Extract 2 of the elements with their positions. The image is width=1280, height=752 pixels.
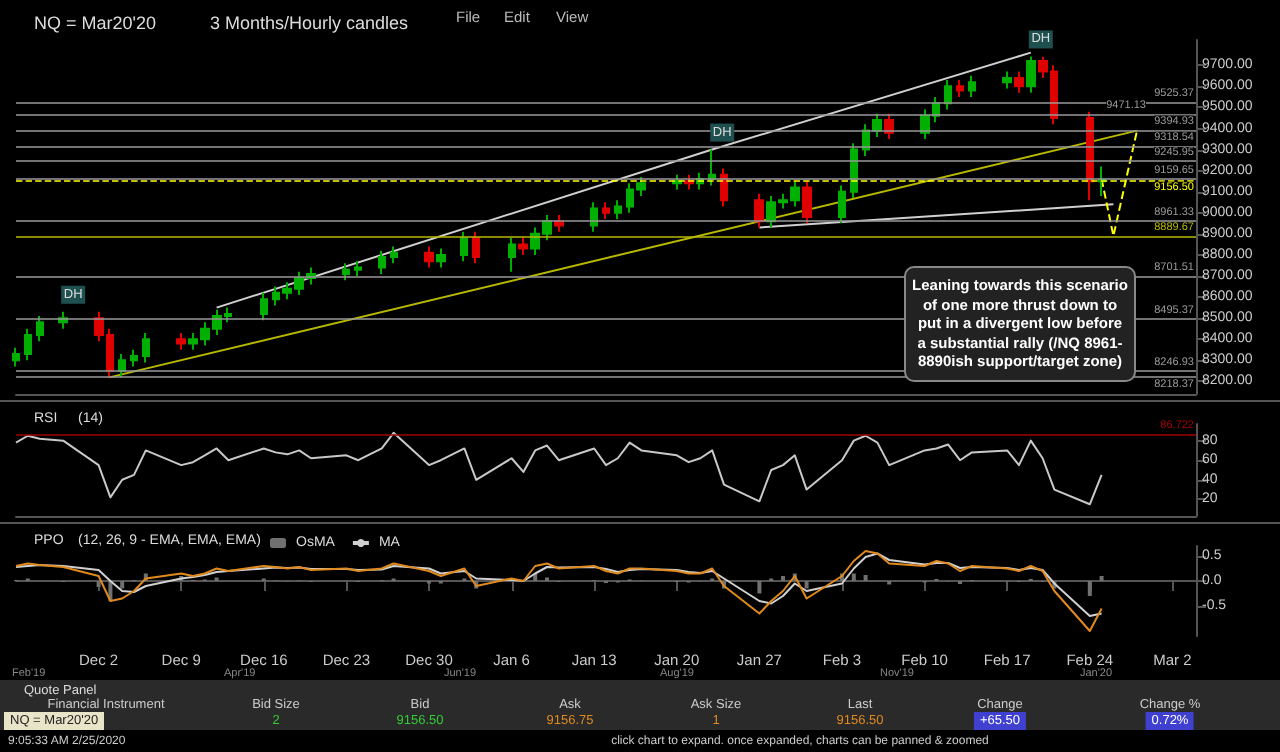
chart-subtitle: 3 Months/Hourly candles <box>210 13 410 33</box>
chart-title: NQ = Mar20'20 <box>34 13 156 33</box>
